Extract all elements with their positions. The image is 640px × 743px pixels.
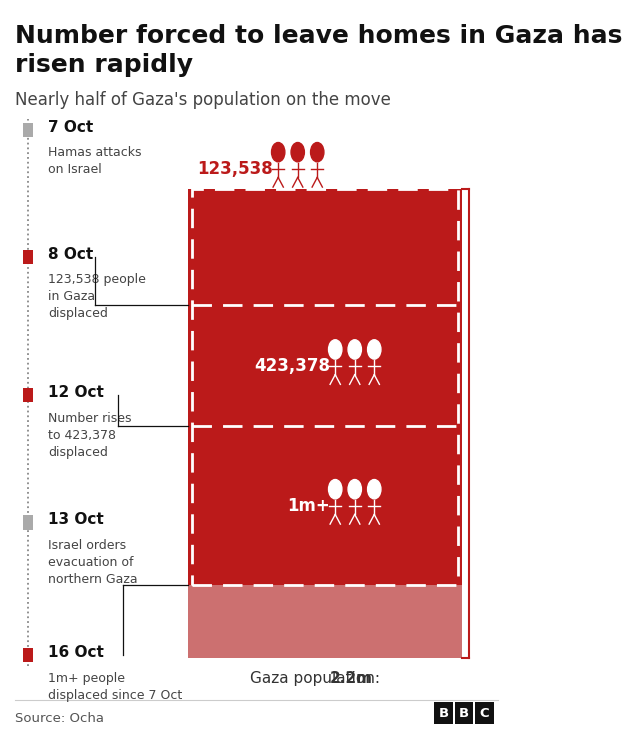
Circle shape [348,340,362,359]
Text: 123,538: 123,538 [197,160,273,178]
Circle shape [328,479,342,499]
Text: 2.2m: 2.2m [330,672,373,687]
Text: B: B [438,707,449,720]
Text: Israel orders
evacuation of
northern Gaza: Israel orders evacuation of northern Gaz… [48,539,138,585]
Bar [24,516,33,530]
Text: 8 Oct: 8 Oct [48,247,93,262]
Bar [434,702,452,724]
Text: 123,538 people
in Gaza
displaced: 123,538 people in Gaza displaced [48,273,146,320]
Circle shape [328,340,342,359]
Bar [24,250,33,264]
Text: 16 Oct: 16 Oct [48,645,104,660]
Bar [188,585,462,658]
Bar [476,702,493,724]
Text: 13 Oct: 13 Oct [48,512,104,527]
Text: Number forced to leave homes in Gaza has
risen rapidly: Number forced to leave homes in Gaza has… [15,24,623,77]
Text: 1m+: 1m+ [287,496,330,515]
Text: B: B [459,707,469,720]
Text: 423,378: 423,378 [254,357,330,374]
Text: Hamas attacks
on Israel: Hamas attacks on Israel [48,146,141,176]
Bar [24,389,33,403]
Circle shape [367,479,381,499]
Bar [454,702,473,724]
Circle shape [367,340,381,359]
Text: Source: Ocha: Source: Ocha [15,712,104,724]
Text: 1m+ people
displaced since 7 Oct: 1m+ people displaced since 7 Oct [48,672,182,701]
Circle shape [271,143,285,162]
Text: 12 Oct: 12 Oct [48,385,104,400]
Text: Gaza population:: Gaza population: [250,672,385,687]
Text: Number rises
to 423,378
displaced: Number rises to 423,378 displaced [48,412,131,458]
Circle shape [310,143,324,162]
Circle shape [348,479,362,499]
Text: C: C [479,707,489,720]
Bar [191,189,458,585]
Text: Nearly half of Gaza's population on the move: Nearly half of Gaza's population on the … [15,91,391,108]
Circle shape [291,143,305,162]
Bar [24,648,33,662]
Text: 7 Oct: 7 Oct [48,120,93,134]
Bar [188,189,462,585]
Bar [24,123,33,137]
